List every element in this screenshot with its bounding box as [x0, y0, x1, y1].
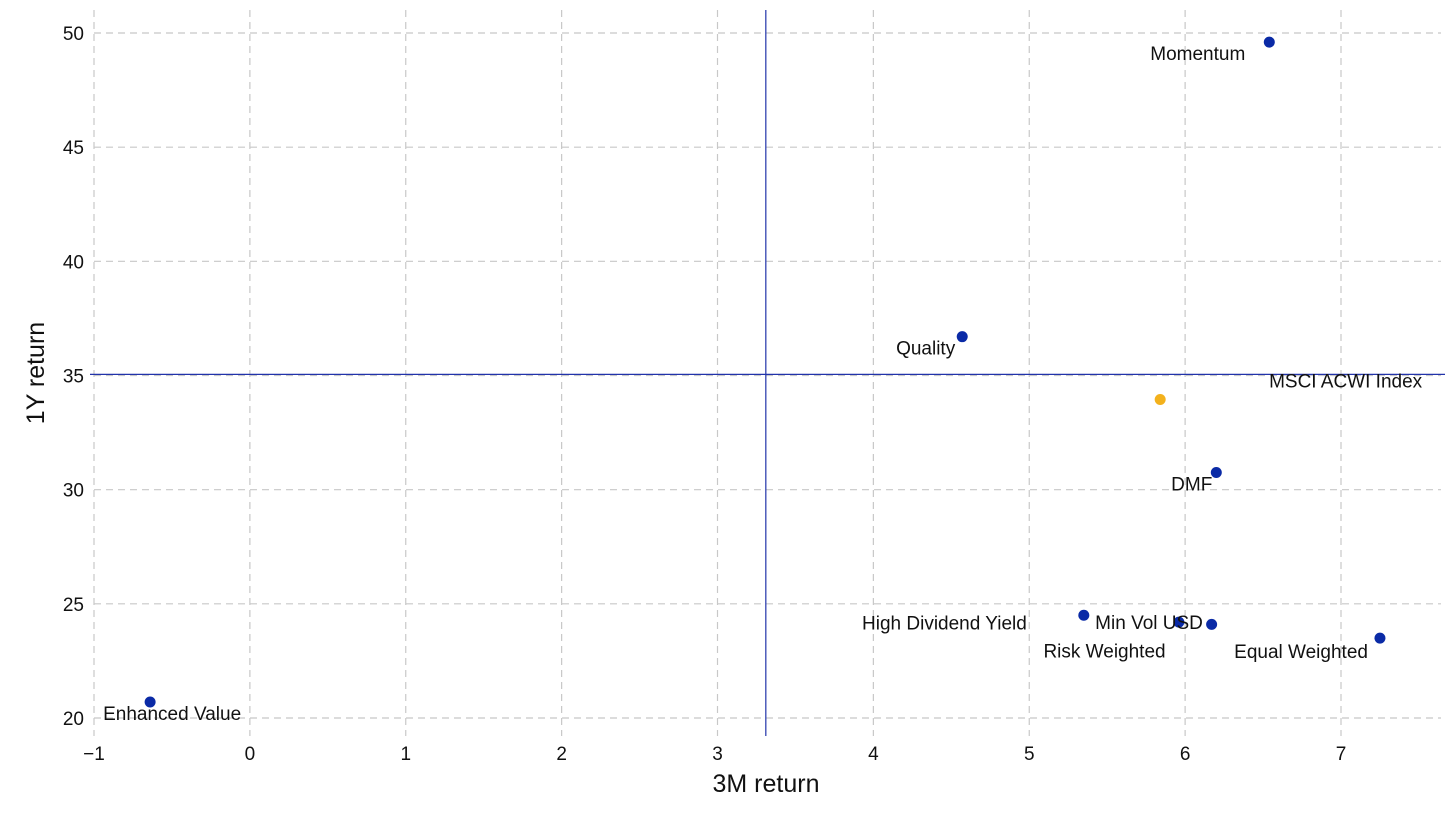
x-tick-label: 2	[556, 744, 567, 765]
x-axis-title: 3M return	[713, 770, 820, 798]
x-tick-label: 7	[1336, 744, 1347, 765]
reference-lines	[90, 10, 1445, 736]
data-point	[956, 331, 968, 343]
data-point	[1263, 36, 1275, 48]
data-point	[144, 696, 156, 708]
data-point	[1210, 467, 1222, 479]
data-point-label: DMF	[1171, 475, 1212, 496]
x-tick-label: 0	[245, 744, 256, 765]
data-point	[1078, 609, 1090, 621]
data-point-label: Quality	[896, 339, 956, 360]
data-points	[144, 36, 1386, 708]
y-tick-label: 30	[63, 481, 84, 502]
x-tick-label: 6	[1180, 744, 1191, 765]
data-point-label: High Dividend Yield	[862, 613, 1027, 634]
x-tick-label: 5	[1024, 744, 1035, 765]
data-point-label: MSCI ACWI Index	[1269, 371, 1423, 392]
data-point-label: Momentum	[1150, 44, 1245, 65]
y-tick-label: 45	[63, 138, 84, 159]
grid-lines	[93, 10, 1441, 736]
data-point-label: Min Vol USD	[1095, 613, 1203, 634]
y-tick-label: 50	[63, 24, 84, 45]
data-point	[1173, 616, 1185, 628]
y-tick-label: 35	[63, 367, 84, 388]
data-point-label: Risk Weighted	[1043, 641, 1165, 662]
data-point	[1206, 618, 1218, 630]
y-axis-title: 1Y return	[22, 322, 50, 424]
data-point	[1374, 632, 1386, 644]
data-point-label: Equal Weighted	[1234, 642, 1368, 663]
data-labels: Momentum Quality MSCI ACWI Index DMF High Di…	[103, 44, 1423, 725]
data-point-label: Enhanced Value	[103, 704, 241, 725]
y-tick-label: 25	[63, 595, 84, 616]
y-tick-label: 40	[63, 252, 84, 273]
data-point	[1154, 393, 1166, 405]
y-tick-label: 20	[63, 709, 84, 730]
x-tick-label: 4	[868, 744, 879, 765]
x-tick-label: −1	[83, 744, 105, 765]
x-tick-label: 1	[400, 744, 411, 765]
x-tick-label: 3	[712, 744, 723, 765]
